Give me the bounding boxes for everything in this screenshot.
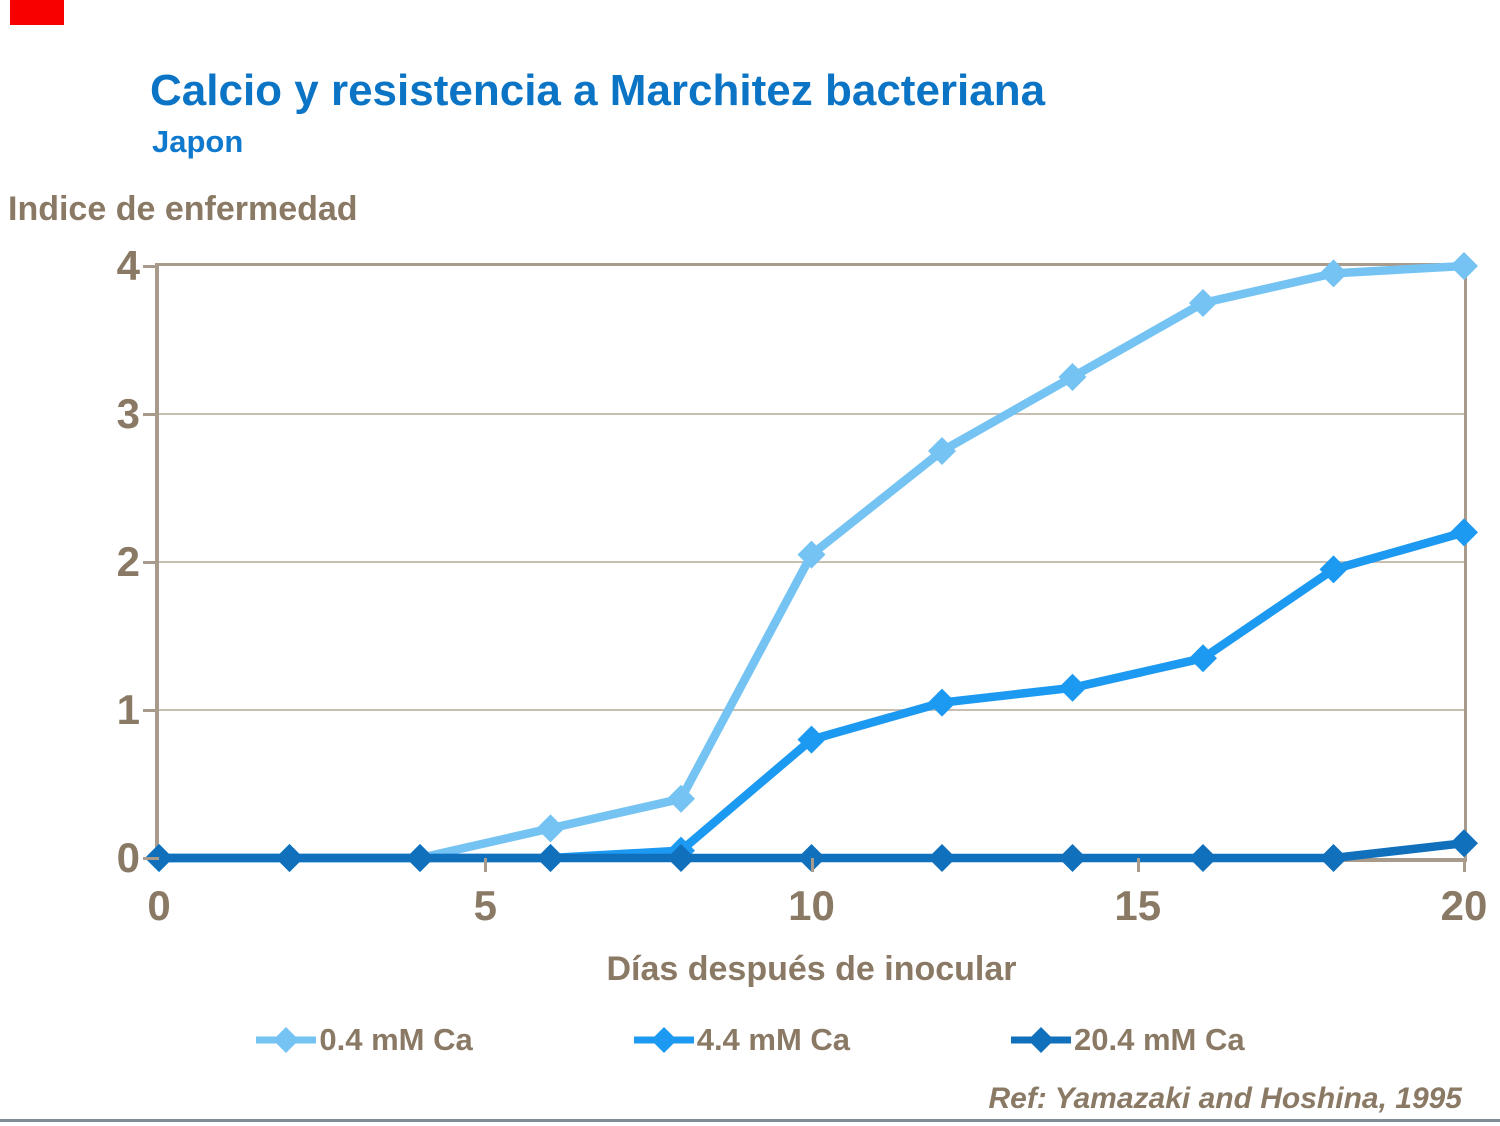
x-tick-label-20: 20 <box>1440 882 1488 929</box>
data-point-marker <box>1319 844 1348 872</box>
data-point-marker <box>797 725 826 754</box>
data-point-marker <box>406 844 434 872</box>
chart-legend: 0.4 mM Ca 4.4 mM Ca 20.4 mM Ca <box>0 1022 1500 1058</box>
data-point-marker <box>1189 844 1217 872</box>
legend-label: 4.4 mM Ca <box>696 1022 851 1057</box>
legend-label: 20.4 mM Ca <box>1074 1022 1245 1057</box>
data-point-marker <box>1450 829 1478 858</box>
x-tick-label-5: 5 <box>473 882 497 929</box>
data-point-marker <box>1058 673 1087 702</box>
x-tick-label-15: 15 <box>1114 882 1162 929</box>
data-point-marker <box>536 814 565 843</box>
data-point-marker <box>1189 289 1217 317</box>
y-tick-mark-0 <box>143 857 159 860</box>
legend-marker-icon <box>1011 1027 1072 1053</box>
legend-item-20-4-mm-ca: 20.4 mM Ca <box>1010 1022 1245 1058</box>
data-point-marker <box>797 540 826 569</box>
y-tick-mark-4 <box>143 265 159 268</box>
bottom-divider-line <box>0 1119 1500 1122</box>
x-tick-label-10: 10 <box>788 882 835 929</box>
x-tick-label-0: 0 <box>147 882 171 929</box>
data-point-marker <box>1450 518 1478 547</box>
data-point-marker <box>1058 363 1087 391</box>
red-corner-box <box>10 0 64 25</box>
data-point-marker <box>1450 252 1478 280</box>
data-point-marker <box>1319 555 1348 584</box>
legend-marker-icon <box>633 1027 694 1053</box>
data-point-marker <box>1189 644 1217 673</box>
legend-item-4-4-mm-ca: 4.4 mM Ca <box>633 1022 850 1058</box>
data-point-marker <box>928 437 956 465</box>
chart-subtitle: Japon <box>152 124 244 159</box>
x-tick-mark-10 <box>810 858 814 872</box>
y-tick-mark-2 <box>143 561 159 564</box>
y-tick-label-1: 1 <box>116 686 140 733</box>
data-point-marker <box>667 844 695 872</box>
legend-label: 0.4 mM Ca <box>319 1022 473 1057</box>
data-point-marker <box>928 844 956 872</box>
legend-item-0-4-mm-ca: 0.4 mM Ca <box>255 1022 473 1058</box>
data-point-marker <box>536 844 565 872</box>
series-markers-4-4-mm-ca <box>145 518 1478 872</box>
data-point-marker <box>1058 844 1087 872</box>
data-point-marker <box>928 688 956 717</box>
y-axis-title: Indice de enfermedad <box>8 190 358 228</box>
reference-citation: Ref: Yamazaki and Hoshina, 1995 <box>988 1082 1462 1115</box>
y-tick-mark-3 <box>143 413 159 416</box>
x-tick-mark-20 <box>1463 858 1466 872</box>
data-point-marker <box>145 844 173 872</box>
x-tick-mark-15 <box>1136 858 1140 872</box>
data-point-marker <box>1319 259 1348 288</box>
y-tick-label-2: 2 <box>116 538 140 585</box>
y-tick-label-4: 4 <box>116 242 140 289</box>
y-tick-label-3: 3 <box>116 390 140 437</box>
x-axis-title: Días después de inocular <box>606 950 1017 988</box>
series-line-4-4-mm-ca <box>159 528 1466 863</box>
data-point-marker <box>667 784 695 813</box>
y-tick-mark-1 <box>143 709 159 712</box>
chart-title: Calcio y resistencia a Marchitez bacteri… <box>150 66 1046 115</box>
y-tick-label-0: 0 <box>116 834 140 881</box>
line-chart-canvas <box>145 252 1478 872</box>
data-point-marker <box>275 844 304 872</box>
legend-marker-icon <box>256 1027 317 1053</box>
x-tick-mark-5 <box>484 858 488 872</box>
